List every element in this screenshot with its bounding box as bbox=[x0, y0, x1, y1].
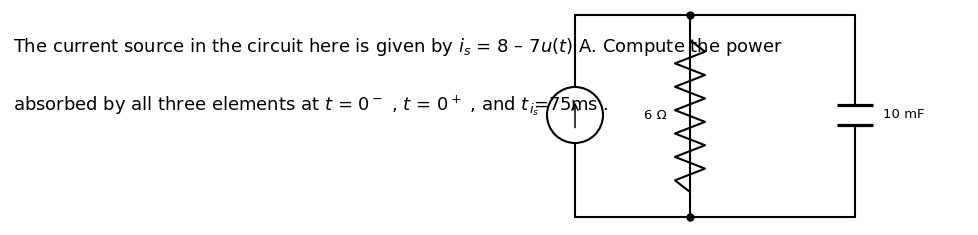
Text: 6 Ω: 6 Ω bbox=[644, 110, 666, 122]
Text: absorbed by all three elements at $t$ = 0$^-$ , $t$ = 0$^+$ , and $t$ =75ms .: absorbed by all three elements at $t$ = … bbox=[13, 94, 608, 118]
Text: 10 mF: 10 mF bbox=[882, 109, 923, 121]
Text: The current source in the circuit here is given by $i_s$ = 8 – 7$u$($t$) A. Comp: The current source in the circuit here i… bbox=[13, 36, 781, 58]
Text: $i_s$: $i_s$ bbox=[528, 102, 539, 118]
